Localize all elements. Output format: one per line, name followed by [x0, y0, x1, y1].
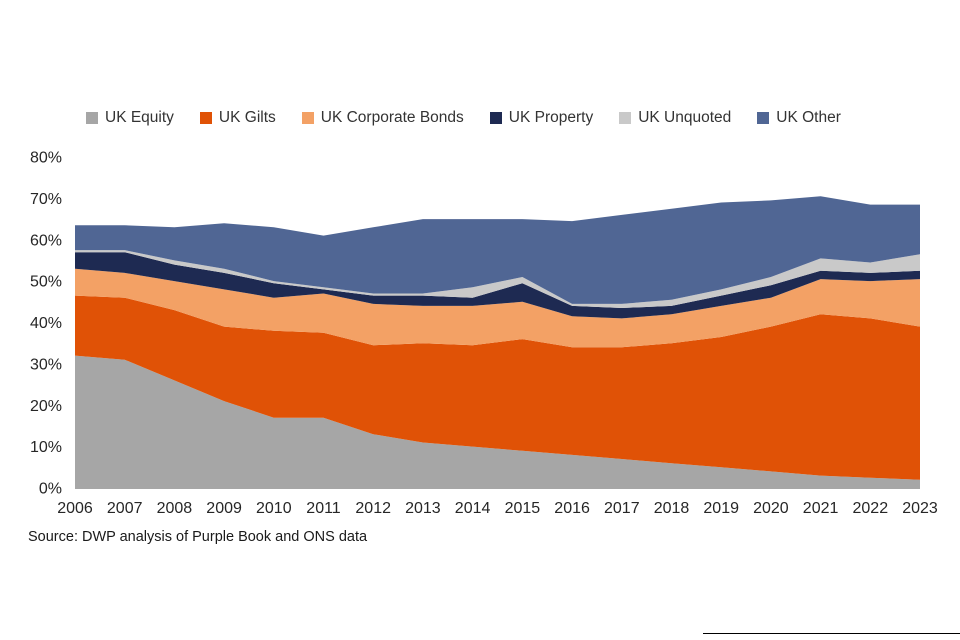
- area-uk-corporate-bonds: [75, 268, 920, 348]
- source-note: Source: DWP analysis of Purple Book and …: [28, 529, 368, 545]
- legend-item-uk-unquoted: UK Unquoted: [619, 109, 731, 127]
- x-axis-tick-label: 2023: [902, 500, 938, 517]
- legend-swatch-uk-gilts: [199, 112, 212, 124]
- y-axis-tick-label: 10%: [30, 439, 62, 456]
- legend-label-uk-corporate-bonds: UK Corporate Bonds: [320, 109, 464, 126]
- legend-swatch-uk-property: [489, 112, 502, 124]
- legend-label-uk-gilts: UK Gilts: [218, 109, 276, 126]
- x-axis-tick-label: 2016: [554, 500, 590, 517]
- y-axis-tick-label: 80%: [30, 150, 62, 167]
- x-axis-tick-label: 2006: [57, 500, 93, 517]
- legend-item-uk-property: UK Property: [489, 109, 594, 127]
- x-axis-tick-label: 2019: [703, 500, 739, 517]
- legend-label-uk-property: UK Property: [508, 109, 594, 126]
- y-axis-tick-label: 50%: [30, 274, 62, 291]
- legend-item-uk-corporate-bonds: UK Corporate Bonds: [301, 109, 464, 127]
- chart-legend: UK Equity UK Gilts UK Corporate Bonds UK…: [86, 109, 841, 127]
- legend-swatch-uk-other: [757, 112, 770, 124]
- area-uk-unquoted: [75, 250, 920, 308]
- bottom-border-line: [703, 633, 960, 634]
- y-axis-tick-label: 0%: [39, 481, 62, 498]
- legend-item-uk-other: UK Other: [757, 109, 841, 127]
- x-axis-tick-label: 2014: [455, 500, 491, 517]
- legend-item-uk-equity: UK Equity: [86, 109, 174, 127]
- x-axis-tick-label: 2015: [505, 500, 541, 517]
- y-axis-tick-label: 60%: [30, 232, 62, 249]
- x-axis-tick-label: 2008: [157, 500, 193, 517]
- y-axis-tick-label: 30%: [30, 356, 62, 373]
- x-axis-tick-label: 2012: [355, 500, 391, 517]
- x-axis-tick-label: 2007: [107, 500, 143, 517]
- x-axis-tick-label: 2009: [206, 500, 242, 517]
- x-axis-tick-label: 2020: [753, 500, 789, 517]
- x-axis-tick-label: 2022: [853, 500, 889, 517]
- legend-label-uk-equity: UK Equity: [105, 109, 174, 126]
- x-axis-tick-label: 2017: [604, 500, 640, 517]
- x-axis-tick-label: 2013: [405, 500, 441, 517]
- legend-swatch-uk-unquoted: [619, 112, 632, 124]
- x-axis-tick-label: 2021: [803, 500, 839, 517]
- x-axis-tick-label: 2018: [654, 500, 690, 517]
- y-axis-tick-label: 70%: [30, 191, 62, 208]
- x-axis-tick-label: 2010: [256, 500, 292, 517]
- area-uk-property: [75, 252, 920, 319]
- legend-swatch-uk-equity: [86, 112, 98, 124]
- y-axis-tick-label: 20%: [30, 398, 62, 415]
- area-uk-gilts: [75, 295, 920, 480]
- area-uk-equity: [75, 355, 920, 488]
- legend-label-uk-unquoted: UK Unquoted: [638, 109, 732, 126]
- legend-swatch-uk-corporate-bonds: [301, 112, 314, 124]
- y-axis-tick-label: 40%: [30, 315, 62, 332]
- legend-item-uk-gilts: UK Gilts: [199, 109, 276, 127]
- area-uk-other: [75, 196, 920, 304]
- x-axis-tick-label: 2011: [306, 500, 341, 517]
- legend-label-uk-other: UK Other: [776, 109, 841, 126]
